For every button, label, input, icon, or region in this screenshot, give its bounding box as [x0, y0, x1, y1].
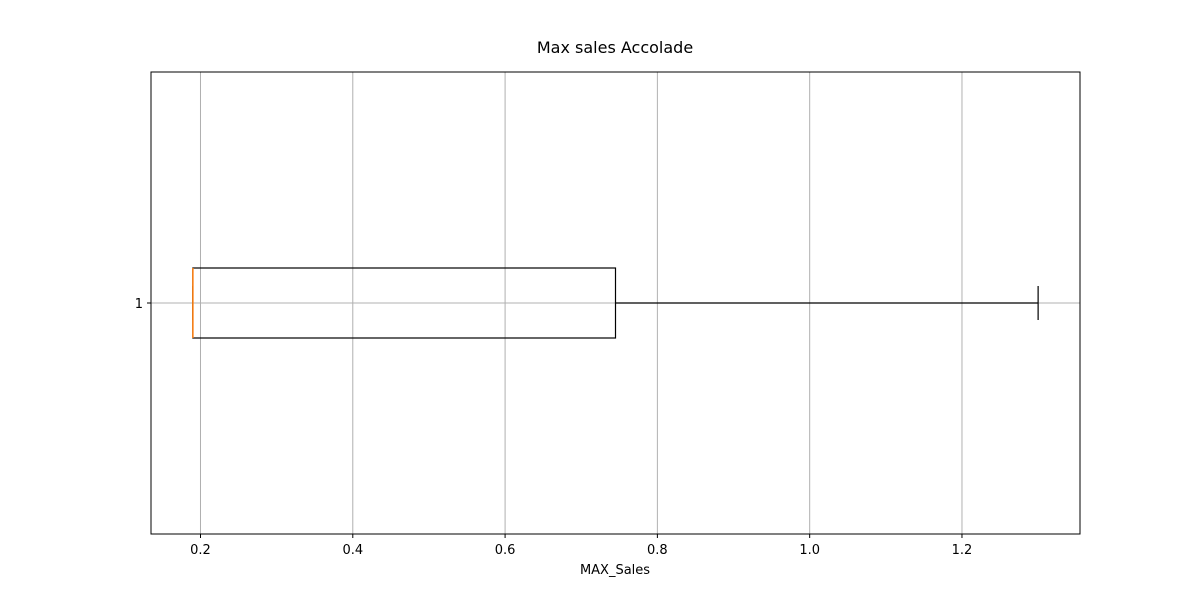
- x-axis-label: MAX_Sales: [580, 563, 650, 578]
- x-tick-label: 1.2: [952, 543, 973, 558]
- y-tick-label: 1: [135, 297, 143, 312]
- x-tick-label: 0.2: [190, 543, 211, 558]
- x-tick-label: 0.4: [342, 543, 363, 558]
- x-tick-label: 0.6: [495, 543, 516, 558]
- chart-title: Max sales Accolade: [537, 38, 693, 57]
- x-axis-ticks: 0.2 0.4 0.6 0.8 1.0 1.2: [190, 534, 972, 558]
- box-layer: [192, 267, 1039, 339]
- x-tick-label: 1.0: [799, 543, 820, 558]
- y-axis-ticks: 1: [135, 297, 151, 312]
- x-tick-label: 0.8: [647, 543, 668, 558]
